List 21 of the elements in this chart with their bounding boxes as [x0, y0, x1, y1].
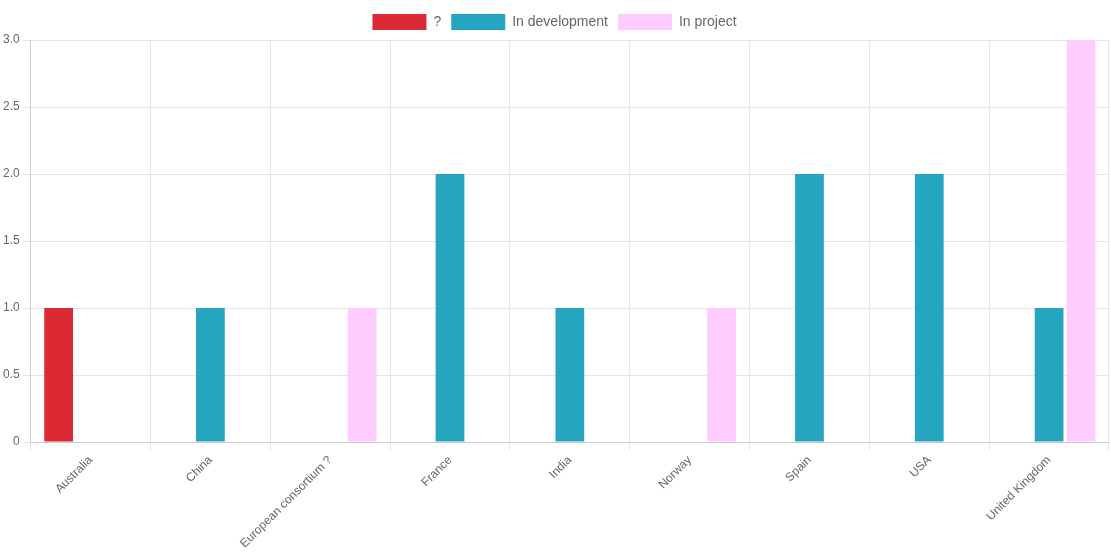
bar	[707, 308, 736, 442]
legend-label: ?	[433, 12, 442, 29]
bar	[795, 174, 824, 442]
y-tick-label: 2.5	[2, 99, 20, 114]
bar	[555, 308, 585, 442]
bar	[1034, 308, 1064, 442]
y-tick-label: 2.0	[2, 166, 20, 181]
bar	[914, 174, 944, 442]
y-tick-label: 0	[12, 434, 20, 449]
bar	[347, 308, 377, 442]
y-tick-label: 0.5	[2, 367, 20, 382]
bar	[435, 174, 465, 442]
y-tick-label: 1.0	[2, 300, 20, 315]
y-tick-label: 1.5	[2, 233, 20, 248]
bar	[196, 308, 225, 442]
legend-label: In development	[512, 12, 609, 29]
x-tick-label: USA	[906, 452, 934, 481]
legend-label: In project	[678, 12, 737, 29]
bar	[44, 308, 74, 442]
y-tick-label: 3.0	[2, 32, 20, 47]
bar	[1066, 40, 1096, 442]
